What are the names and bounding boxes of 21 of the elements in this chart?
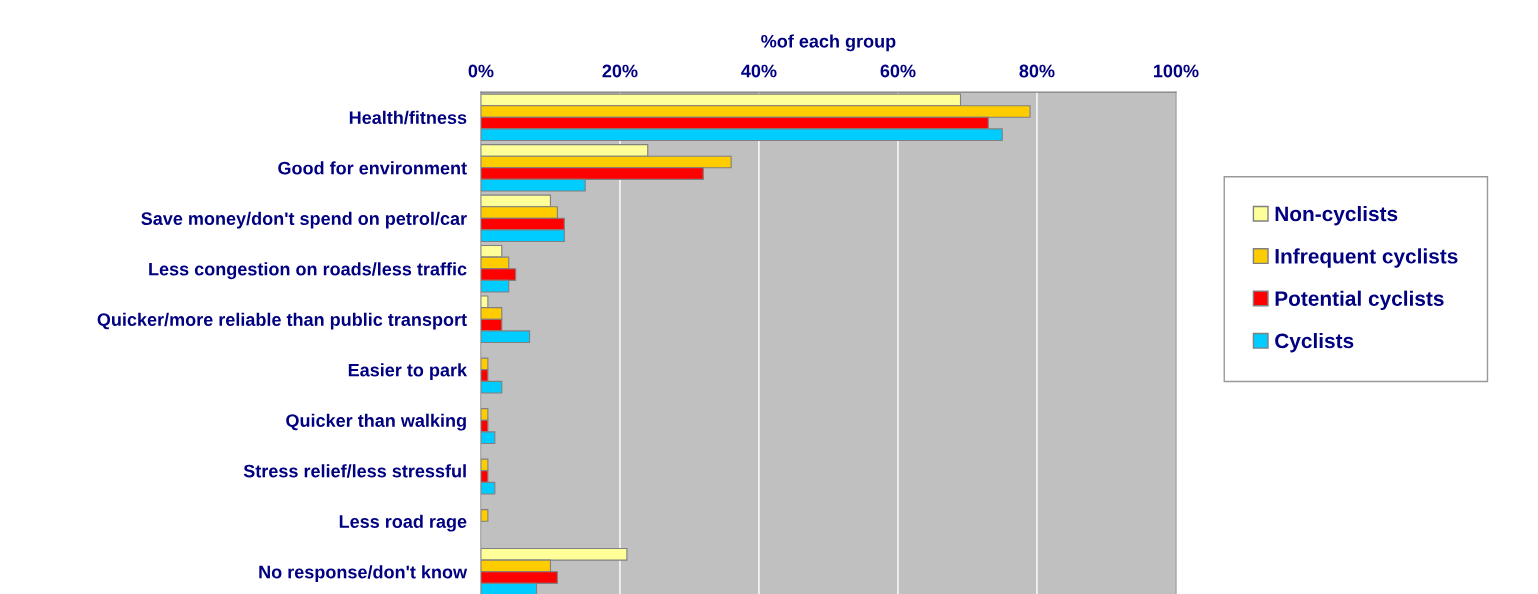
y-tick-label: Less congestion on roads/less traffic xyxy=(149,262,467,280)
x-tick-label: 100% xyxy=(1154,64,1199,78)
x-tick-label: 40% xyxy=(741,64,777,78)
legend-label: Non-cyclists xyxy=(1275,205,1398,226)
y-tick-label: Quicker than walking xyxy=(286,413,466,431)
y-tick-label: Health/fitness xyxy=(349,110,467,125)
y-tick-label: Save money/don't spend on petrol/car xyxy=(141,211,467,229)
x-tick-label: 60% xyxy=(880,64,916,78)
legend-label: Infrequent cyclists xyxy=(1275,248,1458,268)
y-tick-label: Less road rage xyxy=(339,514,467,532)
y-tick-label: Quicker/more reliable than public transport xyxy=(97,312,467,330)
legend-label: Potential cyclists xyxy=(1275,290,1444,311)
y-tick-label: Good for environment xyxy=(278,161,467,175)
x-tick-label: 80% xyxy=(1019,64,1055,78)
y-tick-label: No response/don't know xyxy=(259,565,468,583)
legend-label: Cyclists xyxy=(1275,332,1354,353)
y-tick-label: Easier to park xyxy=(348,363,468,381)
x-axis-title: %of each group xyxy=(761,34,896,52)
y-tick-label: Stress relief/less stressful xyxy=(243,464,466,478)
x-tick-label: 20% xyxy=(602,64,638,78)
x-tick-label: 0% xyxy=(468,64,494,78)
